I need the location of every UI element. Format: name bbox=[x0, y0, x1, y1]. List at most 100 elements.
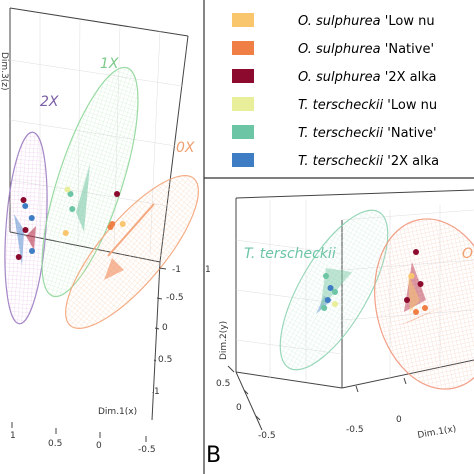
data-point bbox=[67, 191, 74, 197]
ytick: -1 bbox=[172, 265, 181, 275]
panel-b-xlabel: Dim.1(x) bbox=[417, 424, 457, 441]
panel-a-x-tickmarks bbox=[11, 422, 147, 442]
xtick: 1 bbox=[10, 431, 16, 441]
panel-b-y-ticks: 1 0.5 0 -0.5 bbox=[205, 265, 276, 441]
xtick: -0.5 bbox=[138, 445, 156, 455]
panel-b: T. terscheckii O Dim.2(y) 1 0.5 0 -0.5 D… bbox=[205, 189, 474, 468]
hull-o-orange bbox=[398, 306, 444, 326]
data-point bbox=[114, 191, 120, 197]
legend-label: T. terscheckii 'Native' bbox=[298, 126, 437, 141]
hull-0x-orange bbox=[104, 258, 124, 280]
legend-treatment: 'Low nu bbox=[381, 14, 435, 29]
panel-b-x-ticks: -0.5 0 bbox=[346, 415, 402, 435]
panel-a-xlabel: Dim.1(x) bbox=[98, 407, 137, 417]
label-terscheckii: T. terscheckii bbox=[244, 246, 336, 262]
ellipse-1x bbox=[41, 66, 139, 298]
xtick: -0.5 bbox=[346, 425, 364, 435]
data-point bbox=[69, 206, 76, 212]
panel-a-x-ticks: 1 0.5 0 -0.5 bbox=[10, 431, 156, 455]
hull-0x-line bbox=[107, 203, 155, 257]
panel-b-ylabel: Dim.2(y) bbox=[219, 321, 229, 360]
legend-label: O. sulphurea 'Low nu bbox=[298, 14, 435, 29]
panel-label-b: B bbox=[206, 443, 221, 468]
hull-2x-red bbox=[26, 226, 36, 250]
legend: O. sulphurea 'Low nuO. sulphurea 'Native… bbox=[203, 0, 474, 474]
legend-label: O. sulphurea '2X alka bbox=[298, 70, 437, 85]
ytick: 0 bbox=[162, 323, 168, 333]
panel-a-zaxis-label: Dim.3(z) bbox=[0, 52, 9, 91]
data-point bbox=[413, 309, 419, 315]
panel-a: Dim.3(z) 2X 1X 0X -1 -0.5 0 0.5 1 bbox=[0, 7, 199, 455]
data-point bbox=[332, 301, 338, 307]
legend-label: T. terscheckii 'Low nu bbox=[298, 98, 437, 113]
ytick: 1 bbox=[205, 265, 211, 275]
legend-label: O. sulphurea 'Native' bbox=[298, 42, 434, 57]
data-point bbox=[321, 305, 328, 311]
legend-treatment: 'Native' bbox=[381, 42, 434, 57]
data-point bbox=[413, 249, 419, 255]
xtick: 0.5 bbox=[48, 439, 62, 449]
ytick: -0.5 bbox=[258, 431, 276, 441]
data-point bbox=[109, 221, 116, 227]
data-point bbox=[324, 297, 331, 303]
legend-swatch bbox=[232, 125, 254, 139]
data-point bbox=[327, 285, 334, 291]
legend-entry: O. sulphurea 'Low nu bbox=[232, 13, 435, 29]
legend-entry: O. sulphurea '2X alka bbox=[232, 69, 437, 85]
panel-a-points bbox=[15, 186, 126, 260]
ytick: 0 bbox=[236, 403, 242, 413]
legend-label: T. terscheckii '2X alka bbox=[298, 154, 439, 169]
data-point bbox=[29, 248, 35, 254]
panel-b-x-tickmarks bbox=[355, 377, 407, 393]
legend-treatment: '2X alka bbox=[381, 70, 437, 85]
legend-species: T. terscheckii bbox=[298, 154, 384, 169]
legend-species: O. sulphurea bbox=[298, 70, 381, 85]
legend-entry: T. terscheckii '2X alka bbox=[232, 153, 439, 169]
ellipse-sulphurea bbox=[374, 218, 474, 390]
legend-items: O. sulphurea 'Low nuO. sulphurea 'Native… bbox=[232, 13, 439, 169]
ytick: -0.5 bbox=[166, 293, 184, 303]
data-point bbox=[417, 281, 424, 287]
legend-treatment: 'Native' bbox=[383, 126, 436, 141]
legend-species: T. terscheckii bbox=[298, 98, 384, 113]
data-point bbox=[64, 186, 71, 193]
data-point bbox=[22, 227, 29, 233]
data-point bbox=[332, 289, 338, 295]
legend-entry: T. terscheckii 'Low nu bbox=[232, 97, 437, 113]
xtick: 0 bbox=[396, 415, 402, 425]
legend-entry: O. sulphurea 'Native' bbox=[232, 41, 434, 57]
legend-species: O. sulphurea bbox=[298, 14, 381, 29]
data-point bbox=[15, 254, 22, 260]
panel-b-y-tickmarks bbox=[227, 365, 261, 421]
legend-treatment: '2X alka bbox=[383, 154, 439, 169]
data-point bbox=[28, 215, 35, 221]
data-point bbox=[323, 273, 329, 279]
data-point bbox=[119, 221, 126, 227]
legend-swatch bbox=[232, 13, 254, 27]
legend-species: T. terscheckii bbox=[298, 126, 384, 141]
data-point bbox=[404, 297, 410, 303]
label-2x: 2X bbox=[40, 94, 59, 110]
data-point bbox=[20, 197, 27, 203]
hull-1x-green bbox=[76, 164, 90, 232]
data-point bbox=[422, 305, 428, 311]
hull-2x-blue bbox=[14, 214, 24, 266]
panel-b-points bbox=[321, 249, 428, 315]
legend-swatch bbox=[232, 41, 254, 55]
legend-species: O. sulphurea bbox=[298, 42, 381, 57]
legend-entry: T. terscheckii 'Native' bbox=[232, 125, 437, 141]
panel-a-y-ticks: -1 -0.5 0 0.5 1 bbox=[154, 265, 184, 397]
label-sulphurea: O bbox=[462, 246, 473, 262]
legend-swatch bbox=[232, 153, 254, 167]
ytick: 0.5 bbox=[216, 379, 230, 389]
data-point bbox=[408, 273, 415, 279]
ytick: 1 bbox=[154, 387, 160, 397]
data-point bbox=[22, 203, 29, 209]
legend-treatment: 'Low nu bbox=[383, 98, 437, 113]
legend-swatch bbox=[232, 97, 254, 111]
panel-a-y-tickmarks bbox=[152, 267, 167, 393]
ytick: 0.5 bbox=[158, 355, 172, 365]
legend-swatch bbox=[232, 69, 254, 83]
label-1x: 1X bbox=[100, 56, 119, 72]
